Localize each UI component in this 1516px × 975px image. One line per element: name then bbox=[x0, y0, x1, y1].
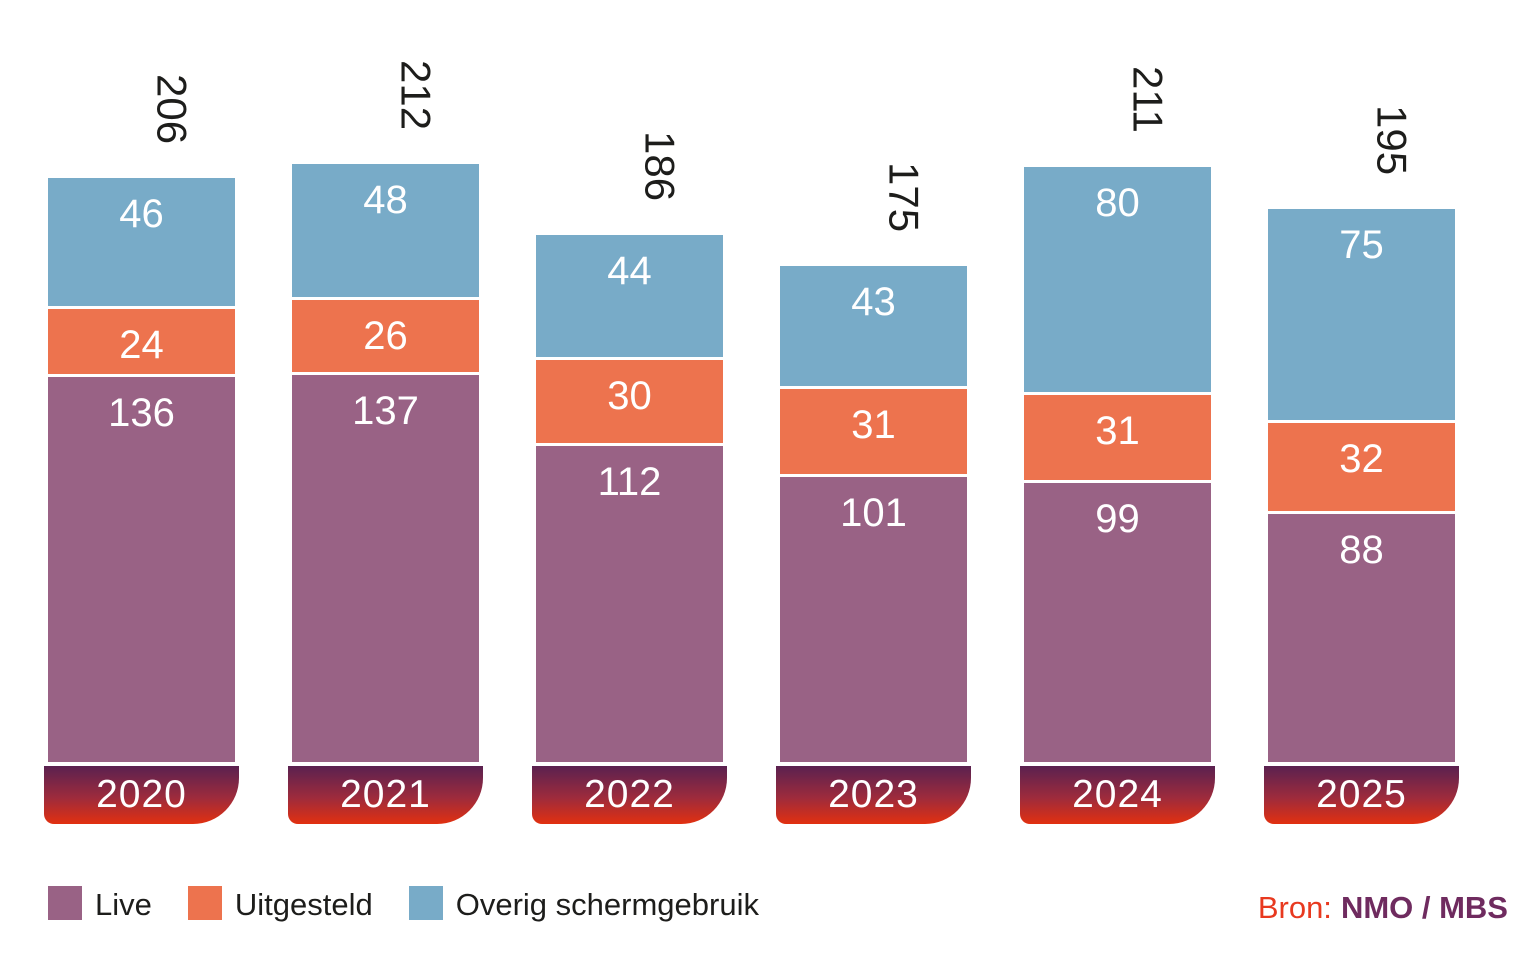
total-label-2022: 186 bbox=[636, 130, 684, 201]
segment-overig-schermgebruik-2020: 46 bbox=[48, 177, 235, 306]
year-label: 2020 bbox=[96, 773, 187, 816]
source-value: NMO / MBS bbox=[1340, 890, 1508, 925]
segment-overig-schermgebruik-2022: 44 bbox=[536, 234, 723, 358]
total-label-2021: 212 bbox=[392, 59, 440, 130]
source-label: Bron: bbox=[1257, 890, 1332, 925]
segment-uitgesteld-2023: 31 bbox=[780, 388, 967, 475]
year-label: 2023 bbox=[828, 773, 919, 816]
legend-swatch-icon bbox=[408, 886, 443, 920]
segment-uitgesteld-2022: 30 bbox=[536, 360, 723, 443]
segment-value: 112 bbox=[597, 459, 662, 504]
segment-value: 46 bbox=[119, 191, 164, 236]
segment-live-2021: 137 bbox=[292, 374, 479, 762]
segment-value: 24 bbox=[119, 323, 164, 367]
legend-swatch-icon bbox=[48, 886, 82, 920]
total-label-2023: 175 bbox=[880, 162, 928, 233]
segment-live-2023: 101 bbox=[780, 477, 967, 762]
legend-item-overig-schermgebruik: Overig schermgebruik bbox=[408, 886, 759, 922]
segment-value: 31 bbox=[851, 402, 896, 447]
segment-overig-schermgebruik-2025: 75 bbox=[1268, 209, 1455, 420]
segment-overig-schermgebruik-2021: 48 bbox=[292, 163, 479, 298]
segment-uitgesteld-2021: 26 bbox=[292, 300, 479, 372]
year-label: 2024 bbox=[1072, 773, 1163, 816]
segment-uitgesteld-2024: 31 bbox=[1024, 394, 1211, 480]
legend-swatch-icon bbox=[187, 886, 222, 920]
legend: Live Uitgesteld Overig schermgebruik bbox=[48, 886, 759, 920]
segment-value: 75 bbox=[1339, 223, 1384, 268]
legend-item-label: Live bbox=[95, 886, 152, 922]
source-credit: Bron: NMO / MBS bbox=[1258, 892, 1508, 923]
segment-uitgesteld-2020: 24 bbox=[48, 309, 235, 375]
segment-value: 26 bbox=[363, 314, 408, 359]
segment-value: 136 bbox=[108, 391, 175, 436]
segment-overig-schermgebruik-2024: 80 bbox=[1024, 166, 1211, 392]
segment-value: 43 bbox=[851, 280, 896, 325]
segment-value: 32 bbox=[1339, 437, 1384, 481]
segment-live-2022: 112 bbox=[536, 445, 723, 762]
legend-item-live: Live bbox=[48, 886, 152, 920]
legend-item-label: Overig schermgebruik bbox=[455, 886, 759, 922]
segment-value: 88 bbox=[1339, 528, 1384, 573]
year-band-2023: 2023 bbox=[776, 766, 971, 824]
segment-live-2024: 99 bbox=[1024, 482, 1211, 762]
segment-value: 80 bbox=[1095, 180, 1140, 225]
segment-value: 137 bbox=[352, 388, 419, 433]
year-label: 2021 bbox=[340, 773, 431, 816]
segment-value: 99 bbox=[1095, 496, 1140, 541]
segment-value: 101 bbox=[840, 491, 907, 536]
segment-overig-schermgebruik-2023: 43 bbox=[780, 266, 967, 386]
segment-live-2020: 136 bbox=[48, 377, 235, 762]
year-band-2021: 2021 bbox=[288, 766, 483, 824]
segment-live-2025: 88 bbox=[1268, 514, 1455, 762]
segment-value: 48 bbox=[363, 177, 408, 222]
segment-uitgesteld-2025: 32 bbox=[1268, 423, 1455, 512]
year-band-2022: 2022 bbox=[532, 766, 727, 824]
total-label-2025: 195 bbox=[1368, 105, 1416, 176]
segment-value: 31 bbox=[1095, 408, 1140, 453]
legend-item-uitgesteld: Uitgesteld bbox=[187, 886, 373, 922]
year-label: 2025 bbox=[1316, 773, 1407, 816]
year-label: 2022 bbox=[584, 773, 675, 816]
total-label-2024: 211 bbox=[1124, 65, 1172, 133]
year-band-2025: 2025 bbox=[1264, 766, 1459, 824]
year-band-2020: 2020 bbox=[44, 766, 239, 824]
segment-value: 44 bbox=[607, 248, 652, 293]
year-band-2024: 2024 bbox=[1020, 766, 1215, 824]
total-label-2020: 206 bbox=[148, 73, 196, 144]
legend-item-label: Uitgesteld bbox=[234, 886, 373, 922]
segment-value: 30 bbox=[607, 374, 652, 419]
stacked-bar-chart: 136 24 46 2020 206 137 26 48 2021 212 112 30 44 2022 1… bbox=[44, 59, 1459, 824]
